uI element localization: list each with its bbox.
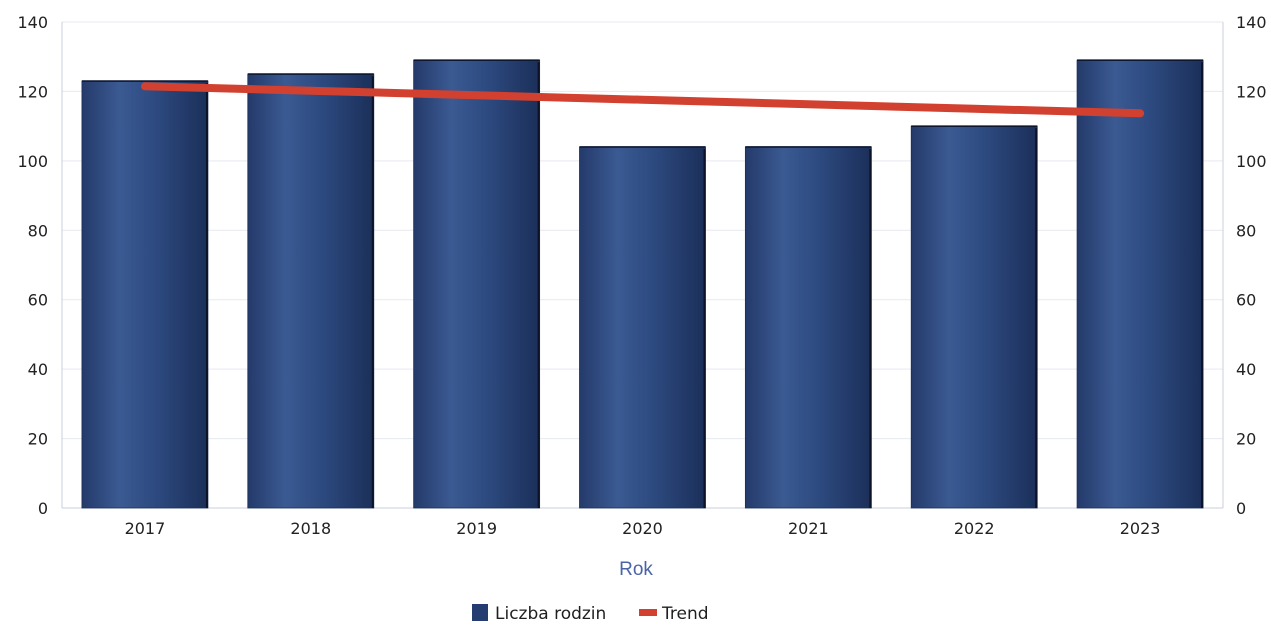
x-tick-label-2019: 2019: [456, 519, 497, 538]
y-left-tick-label: 140: [17, 13, 48, 32]
y-left-tick-label: 20: [28, 430, 48, 449]
bars-group: [82, 60, 1203, 508]
y-left-tick-label: 120: [17, 82, 48, 101]
y-left-tick-label: 80: [28, 221, 48, 240]
y-right-tick-label: 0: [1236, 499, 1246, 518]
bar-2019: [414, 60, 540, 508]
y-left-tick-label: 60: [28, 291, 48, 310]
y-axis-left: 0 20 40 60 80 100 120 140: [17, 13, 48, 518]
x-tick-label-2020: 2020: [622, 519, 663, 538]
legend: Liczba rodzin Trend: [472, 604, 709, 624]
x-tick-label-2022: 2022: [954, 519, 995, 538]
bar-2022: [911, 126, 1037, 508]
y-left-tick-label: 40: [28, 360, 48, 379]
x-tick-label-2023: 2023: [1120, 519, 1161, 538]
x-axis: 2017 2018 2019 2020 2021 2022 2023: [125, 519, 1161, 538]
y-right-tick-label: 40: [1236, 360, 1256, 379]
x-tick-label-2018: 2018: [290, 519, 331, 538]
y-right-tick-label: 100: [1236, 152, 1267, 171]
bar-2018: [248, 74, 374, 508]
x-tick-label-2021: 2021: [788, 519, 829, 538]
legend-label-trend: Trend: [661, 604, 709, 624]
bar-2023: [1077, 60, 1203, 508]
legend-label-bars: Liczba rodzin: [495, 604, 606, 624]
bar-2020: [580, 147, 706, 508]
legend-swatch-trend: [639, 609, 657, 616]
bar-2021: [745, 147, 871, 508]
y-left-tick-label: 0: [38, 499, 48, 518]
legend-swatch-bars: [472, 604, 488, 621]
y-right-tick-label: 80: [1236, 221, 1256, 240]
y-right-tick-label: 20: [1236, 430, 1256, 449]
y-right-tick-label: 140: [1236, 13, 1267, 32]
y-left-tick-label: 100: [17, 152, 48, 171]
bar-2017: [82, 81, 208, 508]
y-axis-right: 0 20 40 60 80 100 120 140: [1236, 13, 1267, 518]
x-axis-title: Rok: [619, 559, 653, 580]
y-right-tick-label: 60: [1236, 291, 1256, 310]
y-right-tick-label: 120: [1236, 82, 1267, 101]
x-tick-label-2017: 2017: [125, 519, 166, 538]
